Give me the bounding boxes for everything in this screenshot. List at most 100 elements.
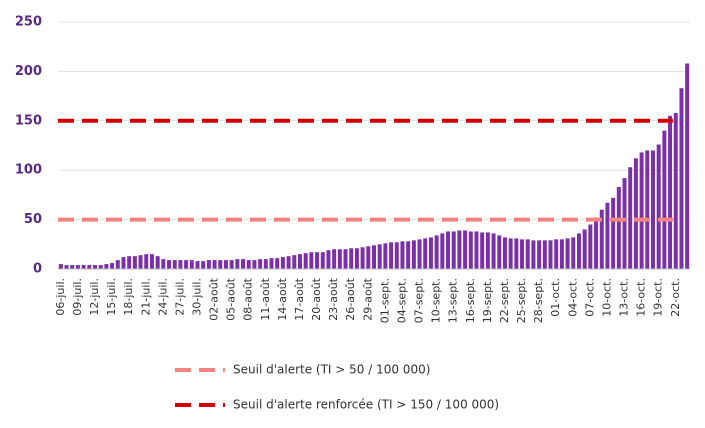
bar (571, 237, 576, 269)
bar (463, 230, 468, 269)
bar (275, 258, 280, 269)
x-tick-label: 19-oct. (652, 278, 665, 317)
bar (576, 233, 581, 269)
x-tick-label: 18-juil. (122, 278, 135, 316)
bar (656, 144, 661, 269)
bar (668, 115, 673, 269)
bar (474, 231, 479, 269)
bar (297, 254, 302, 269)
bar (457, 230, 462, 269)
y-tick-label: 150 (15, 113, 42, 128)
bar (354, 248, 359, 269)
x-tick-label: 19-sept. (481, 278, 494, 323)
y-tick-label: 200 (15, 64, 42, 79)
x-tick-label: 13-sept. (447, 278, 460, 323)
x-tick-label: 10-sept. (430, 278, 443, 323)
x-tick-label: 12-juil. (88, 278, 101, 316)
bar (258, 259, 263, 269)
bar (138, 255, 143, 269)
bar (423, 238, 428, 269)
bar (104, 264, 109, 269)
bar (542, 240, 547, 269)
bar (673, 112, 678, 269)
bar (565, 238, 570, 269)
bar (406, 241, 411, 269)
bar (599, 209, 604, 269)
bar (372, 245, 376, 269)
bar (622, 178, 627, 269)
bar (241, 259, 246, 269)
x-tick-label: 22-sept. (498, 278, 511, 323)
legend-label: Seuil d'alerte renforcée (TI > 150 / 100… (233, 398, 499, 412)
x-tick-label: 30-juil. (190, 278, 203, 316)
bar (520, 239, 525, 269)
bar (451, 231, 456, 269)
x-tick-label: 24-juil. (156, 278, 169, 316)
x-tick-label: 07-sept. (413, 278, 426, 323)
bar (650, 150, 655, 269)
bar (480, 232, 485, 269)
bar (400, 241, 405, 269)
bar (377, 244, 382, 269)
bar (155, 256, 160, 269)
x-tick-label: 27-juil. (173, 278, 186, 316)
x-tick-label: 16-sept. (464, 278, 477, 323)
y-tick-label: 250 (15, 15, 42, 30)
bar (594, 217, 599, 269)
x-tick-label: 01-oct. (549, 278, 562, 317)
x-tick-label: 06-juil. (54, 278, 67, 316)
x-tick-label: 20-août (310, 277, 323, 320)
bar (223, 260, 228, 269)
x-tick-label: 05-août (225, 277, 238, 320)
bar (360, 247, 365, 269)
bar (286, 256, 291, 269)
legend-label: Seuil d'alerte (TI > 50 / 100 000) (233, 363, 430, 377)
bar (315, 252, 320, 269)
bar (121, 257, 126, 269)
bar (411, 240, 416, 269)
bar (320, 252, 325, 269)
bar (639, 152, 644, 269)
bar (645, 150, 650, 269)
bar (343, 249, 348, 269)
bar (58, 264, 63, 269)
bar (246, 260, 251, 269)
bar (446, 231, 451, 269)
x-tick-label: 04-sept. (395, 278, 408, 323)
x-tick-label: 14-août (276, 277, 289, 320)
bar (434, 235, 439, 269)
bar (75, 265, 80, 269)
bar (582, 229, 587, 269)
bar (263, 259, 268, 269)
bar (497, 235, 502, 269)
bar (468, 231, 473, 269)
bar (559, 239, 564, 269)
bar (588, 224, 593, 269)
bar (127, 256, 132, 269)
bar (332, 249, 337, 269)
bar (502, 237, 507, 269)
bar (184, 260, 189, 269)
bar (235, 259, 240, 269)
x-tick-label: 17-août (293, 277, 306, 320)
x-tick-label: 25-sept. (515, 278, 528, 323)
x-tick-label: 26-août (344, 277, 357, 320)
y-tick-label: 100 (15, 163, 42, 178)
x-tick-label: 29-août (361, 277, 374, 320)
bar (212, 260, 217, 269)
bar (531, 240, 536, 269)
bar (309, 252, 314, 269)
bar (383, 243, 388, 269)
bar (132, 256, 137, 269)
bar (110, 263, 115, 269)
bar (303, 253, 308, 269)
bar (554, 239, 559, 269)
bar (206, 260, 211, 269)
bar (201, 261, 206, 269)
x-tick-label: 08-août (242, 277, 255, 320)
bar (161, 259, 166, 269)
bar (514, 238, 519, 269)
bar (366, 246, 371, 269)
x-tick-label: 15-juil. (105, 278, 118, 316)
bar (195, 261, 200, 269)
